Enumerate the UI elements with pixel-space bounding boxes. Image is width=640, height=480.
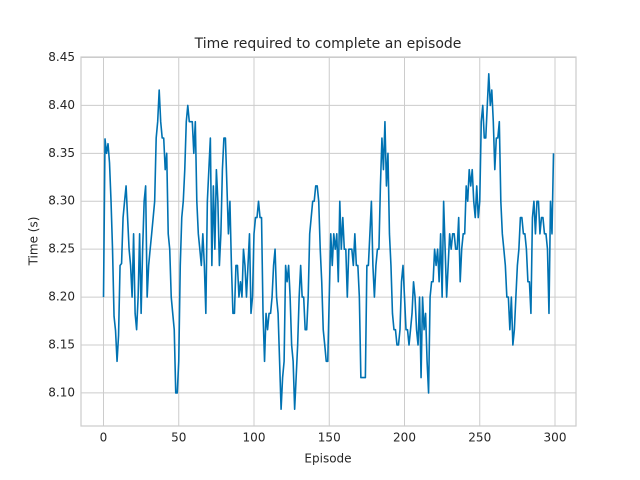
x-tick-label: 100 <box>243 431 266 445</box>
y-tick-label: 8.25 <box>48 242 75 256</box>
x-axis-label: Episode <box>304 452 351 466</box>
y-tick-label: 8.40 <box>48 98 75 112</box>
y-tick-label: 8.15 <box>48 338 75 352</box>
chart-title: Time required to complete an episode <box>194 36 462 52</box>
x-tick-label: 50 <box>171 431 186 445</box>
y-tick-label: 8.45 <box>48 50 75 64</box>
y-tick-label: 8.10 <box>48 385 75 399</box>
plot-frame <box>80 56 577 427</box>
x-tick-label: 0 <box>100 431 108 445</box>
x-tick-label: 300 <box>544 431 567 445</box>
x-tick-label: 200 <box>393 431 416 445</box>
x-tick-label: 250 <box>468 431 491 445</box>
y-tick-label: 8.35 <box>48 146 75 160</box>
x-tick-label: 150 <box>318 431 341 445</box>
data-line <box>102 72 555 411</box>
y-tick-label: 8.30 <box>48 194 75 208</box>
y-axis-label: Time (s) <box>27 217 41 267</box>
y-tick-label: 8.20 <box>48 290 75 304</box>
